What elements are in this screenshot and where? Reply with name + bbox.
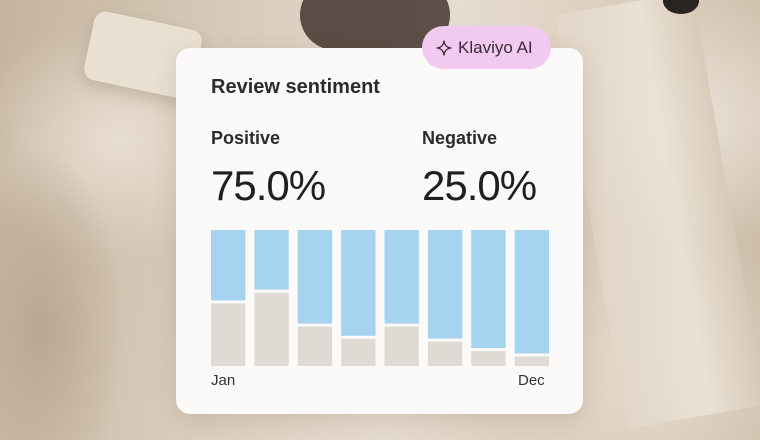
negative-bar-2	[254, 230, 289, 290]
coat-button	[663, 0, 699, 14]
positive-bar-3	[297, 326, 333, 366]
negative-value: 25.0%	[422, 162, 537, 209]
positive-bar-7	[471, 351, 506, 366]
positive-bar-1	[211, 303, 246, 366]
review-sentiment-card: Review sentiment Positive 75.0% Negative…	[176, 48, 583, 414]
positive-bar-4	[341, 338, 376, 366]
positive-bar-8	[514, 356, 549, 366]
negative-bar-6	[427, 230, 463, 339]
negative-bar-5	[384, 230, 419, 324]
negative-bar-4	[341, 230, 376, 336]
x-axis-start-label: Jan	[211, 372, 236, 389]
negative-bar-8	[514, 230, 549, 354]
sparkle-icon	[436, 39, 452, 56]
sentiment-bar-chart-svg	[211, 230, 549, 366]
negative-bar-3	[297, 230, 333, 324]
negative-bar-7	[471, 230, 506, 349]
positive-bar-6	[427, 341, 463, 366]
positive-value: 75.0%	[211, 162, 326, 209]
badge-label: Klaviyo AI	[458, 37, 533, 57]
card-title: Review sentiment	[211, 76, 380, 98]
positive-label: Positive	[211, 128, 281, 148]
negative-bar-1	[211, 230, 246, 301]
sentiment-bar-chart	[211, 230, 549, 366]
negative-label: Negative	[422, 128, 498, 148]
positive-bar-5	[384, 326, 419, 366]
positive-bar-2	[254, 292, 289, 366]
x-axis-end-label: Dec	[518, 372, 545, 389]
klaviyo-ai-badge[interactable]: Klaviyo AI	[422, 26, 551, 69]
